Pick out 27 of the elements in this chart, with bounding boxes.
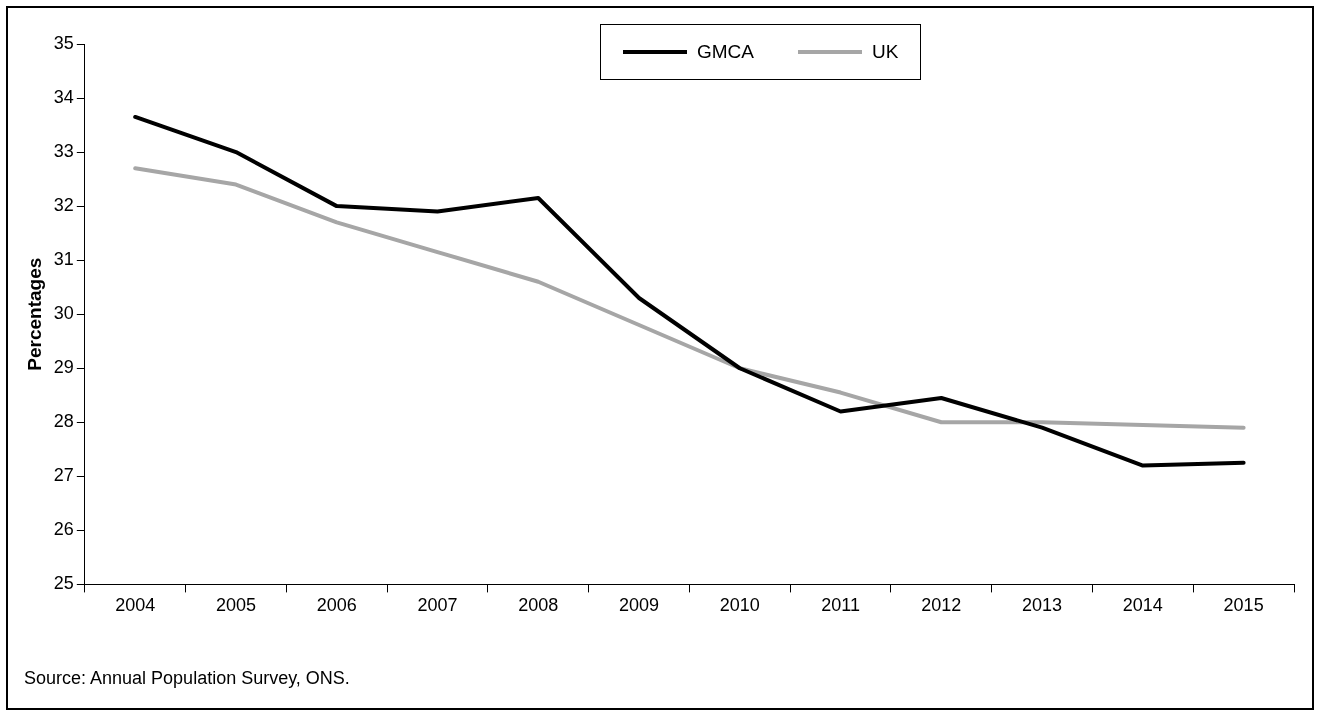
x-tick-label: 2012	[921, 595, 962, 616]
x-tick-label: 2006	[316, 595, 357, 616]
x-tick-label: 2013	[1022, 595, 1063, 616]
y-axis-title: Percentages	[23, 257, 45, 371]
y-tick-label: 29	[53, 357, 74, 378]
x-tick-label: 2014	[1122, 595, 1163, 616]
y-tick-label: 28	[53, 411, 74, 432]
y-tick-label: 30	[53, 303, 74, 324]
source-note: Source: Annual Population Survey, ONS.	[24, 668, 350, 689]
y-tick-label: 32	[53, 195, 74, 216]
legend-label: GMCA	[697, 41, 754, 63]
x-tick-label: 2007	[417, 595, 458, 616]
x-tick-label: 2009	[619, 595, 660, 616]
legend-label: UK	[872, 41, 899, 63]
y-tick-label: 25	[53, 573, 74, 594]
y-tick-label: 35	[53, 32, 74, 53]
y-tick-label: 26	[53, 519, 74, 540]
x-tick-label: 2011	[821, 595, 860, 616]
y-tick-label: 33	[53, 141, 74, 162]
y-tick-label: 27	[53, 465, 74, 486]
y-tick-label: 34	[53, 87, 74, 108]
x-tick-label: 2005	[215, 595, 256, 616]
x-tick-label: 2010	[719, 595, 760, 616]
x-tick-label: 2008	[518, 595, 559, 616]
x-tick-label: 2004	[115, 595, 156, 616]
x-tick-label: 2015	[1223, 595, 1264, 616]
y-tick-label: 31	[53, 249, 74, 270]
